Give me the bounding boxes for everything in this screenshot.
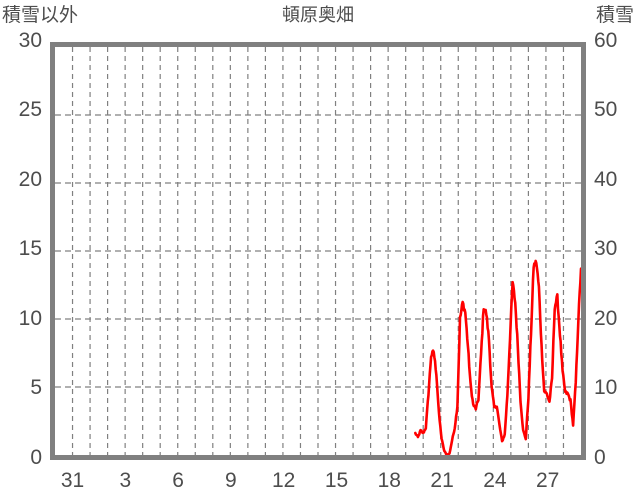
ytick-right-0: 0 [594,446,606,469]
ytick-right-60: 60 [594,29,618,52]
ytick-left-10: 10 [18,307,42,330]
ytick-right-10: 10 [594,376,618,399]
left-axis-title: 積雪以外 [2,5,79,26]
ytick-right-40: 40 [594,168,618,191]
xtick-label-1: 3 [119,469,132,492]
xtick-label-5: 15 [324,469,349,492]
horizontal-gridlines [55,114,581,388]
series-line-snow-other [414,259,581,455]
xtick-label-3: 9 [225,469,237,492]
ytick-right-50: 50 [594,98,618,121]
chart-title: 頓原奥畑 [282,5,354,25]
ytick-right-20: 20 [594,307,618,330]
xtick-label-4: 12 [272,469,296,492]
right-axis-title: 積雪 [595,5,634,26]
ytick-left-25: 25 [18,98,42,121]
ytick-left-30: 30 [18,29,42,52]
ytick-left-20: 20 [18,168,42,191]
xtick-label-9: 27 [536,469,560,492]
ytick-left-0: 0 [30,446,42,469]
ytick-right-30: 30 [594,237,618,260]
xtick-label-8: 24 [483,469,507,492]
xtick-label-0: 31 [60,469,85,492]
xtick-label-2: 6 [172,469,184,492]
plot-svg [55,47,581,455]
xtick-label-6: 18 [377,469,401,492]
ytick-left-15: 15 [18,237,42,260]
ytick-left-5: 5 [30,376,42,399]
plot-area [50,42,586,460]
xtick-label-7: 21 [430,469,454,492]
